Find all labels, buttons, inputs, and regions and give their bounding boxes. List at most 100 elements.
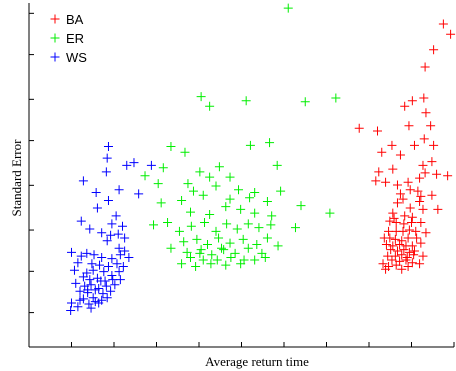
data-point: [381, 177, 391, 187]
data-point: [405, 185, 415, 195]
data-point: [92, 203, 102, 213]
data-point: [214, 162, 224, 172]
data-point: [97, 253, 107, 263]
data-point: [211, 181, 221, 191]
data-point: [383, 251, 393, 261]
data-point: [300, 97, 310, 107]
data-point: [432, 169, 442, 179]
data-point: [262, 233, 272, 243]
data-point: [85, 275, 95, 285]
data-point: [388, 164, 398, 174]
data-point: [250, 188, 260, 198]
data-point: [183, 179, 193, 189]
data-point: [377, 147, 387, 157]
data-point: [67, 247, 76, 257]
data-point: [110, 280, 120, 290]
data-point: [325, 208, 335, 218]
data-point: [177, 259, 187, 269]
data-point: [400, 211, 410, 221]
data-point: [98, 289, 108, 299]
data-point: [230, 248, 240, 258]
data-point: [75, 295, 85, 305]
data-point: [106, 230, 116, 240]
data-point: [252, 239, 262, 249]
data-point: [198, 255, 208, 265]
data-point: [429, 140, 439, 150]
data-point: [381, 264, 391, 274]
data-point: [129, 158, 139, 168]
data-point: [205, 210, 215, 220]
data-point: [67, 298, 76, 308]
data-point: [427, 190, 437, 200]
data-point: [234, 185, 244, 195]
data-point: [111, 211, 121, 221]
data-point: [153, 179, 163, 189]
legend-marker: [50, 14, 60, 24]
data-point: [419, 93, 429, 103]
data-point: [395, 239, 405, 249]
data-point: [276, 186, 286, 196]
data-point: [186, 207, 195, 217]
data-point: [404, 121, 414, 131]
data-point: [115, 250, 125, 260]
data-point: [236, 259, 246, 269]
data-point: [196, 245, 206, 255]
data-point: [219, 245, 229, 255]
data-point: [198, 190, 208, 200]
data-point: [420, 168, 430, 178]
data-point: [403, 262, 413, 272]
data-points: [66, 3, 456, 316]
data-point: [205, 172, 215, 182]
series-er: [140, 3, 341, 272]
data-point: [236, 204, 246, 214]
data-point: [416, 238, 426, 248]
data-point: [103, 195, 113, 205]
data-point: [407, 258, 417, 268]
data-point: [180, 147, 190, 157]
data-point: [87, 259, 97, 269]
data-point: [102, 293, 112, 303]
data-point: [265, 138, 275, 148]
data-point: [418, 204, 428, 214]
data-point: [427, 157, 437, 167]
data-point: [225, 194, 235, 204]
data-point: [283, 3, 293, 13]
data-point: [97, 228, 107, 238]
data-point: [163, 217, 173, 227]
data-point: [354, 123, 364, 133]
data-point: [124, 253, 134, 263]
data-point: [267, 211, 277, 221]
data-point: [88, 265, 98, 275]
data-point: [232, 224, 242, 234]
data-point: [402, 253, 412, 263]
data-point: [205, 101, 215, 111]
data-point: [73, 258, 83, 268]
data-point: [75, 286, 85, 296]
data-point: [397, 264, 407, 274]
data-point: [245, 140, 255, 150]
data-point: [420, 62, 430, 72]
data-point: [260, 253, 270, 263]
data-point: [96, 276, 106, 286]
data-point: [114, 185, 124, 195]
data-point: [78, 176, 88, 186]
data-point: [387, 255, 397, 265]
data-point: [88, 293, 98, 303]
data-point: [166, 141, 176, 151]
data-point: [262, 196, 272, 206]
data-point: [120, 246, 130, 256]
data-point: [331, 93, 341, 103]
data-point: [99, 267, 109, 277]
data-point: [421, 228, 431, 238]
data-point: [114, 267, 124, 277]
data-point: [95, 260, 105, 270]
data-point: [83, 285, 93, 295]
axes: [28, 3, 455, 348]
legend-item-ba: BA: [50, 12, 84, 27]
data-point: [250, 208, 260, 218]
data-point: [206, 259, 216, 269]
data-point: [90, 285, 100, 295]
data-point: [254, 223, 264, 233]
series-ws: [66, 141, 156, 316]
